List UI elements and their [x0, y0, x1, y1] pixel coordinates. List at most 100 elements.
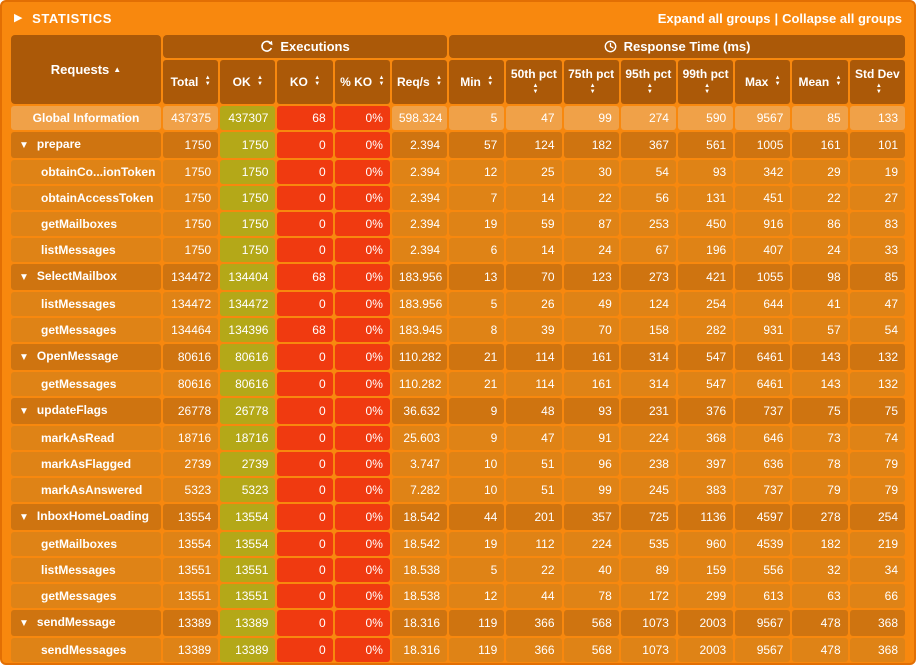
- sort-icon[interactable]: ▲ ▼: [257, 75, 263, 88]
- request-name-cell[interactable]: obtainCo...ionToken: [11, 160, 161, 184]
- request-name[interactable]: InboxHomeLoading: [36, 509, 149, 523]
- request-name-cell[interactable]: getMessages: [11, 318, 161, 342]
- request-name-cell[interactable]: listMessages: [11, 292, 161, 316]
- group-expanded-icon[interactable]: ▼: [19, 512, 29, 523]
- column-header-p50[interactable]: 50th pct ▲ ▼: [506, 60, 562, 104]
- request-name[interactable]: getMailboxes: [41, 537, 118, 551]
- request-name-cell[interactable]: getMessages: [11, 372, 161, 396]
- sort-icon[interactable]: ▲ ▼: [487, 75, 494, 88]
- group-expanded-icon[interactable]: ▼: [19, 406, 29, 417]
- request-name-cell[interactable]: ▼ SelectMailbox: [11, 264, 161, 290]
- cell-p99: 368: [677, 426, 734, 450]
- request-name[interactable]: getMailboxes: [41, 217, 118, 231]
- request-name[interactable]: markAsRead: [41, 431, 115, 445]
- cell-p95: 1073: [620, 610, 676, 636]
- cell-mean: 161: [792, 132, 848, 158]
- column-header-reqs[interactable]: Req/s ▲ ▼: [391, 60, 448, 104]
- collapse-all-groups-link[interactable]: Collapse all groups: [782, 11, 902, 26]
- statistics-toggle-icon[interactable]: ▶: [14, 12, 24, 24]
- request-name[interactable]: sendMessages: [41, 643, 127, 657]
- cell-min: 9: [449, 426, 505, 450]
- request-name-cell: Global Information: [11, 106, 161, 130]
- cell-max: 916: [735, 212, 791, 236]
- sort-icon[interactable]: ▲ ▼: [875, 82, 882, 95]
- sort-icon[interactable]: ▲ ▼: [436, 75, 442, 88]
- request-name[interactable]: updateFlags: [36, 403, 108, 417]
- request-name-cell[interactable]: getMessages: [11, 584, 161, 608]
- request-name[interactable]: sendMessage: [36, 615, 116, 629]
- request-name-cell[interactable]: ▼ InboxHomeLoading: [11, 504, 161, 530]
- request-name[interactable]: prepare: [36, 137, 81, 151]
- request-name-cell[interactable]: markAsFlagged: [11, 452, 161, 476]
- cell-ko_pct: 0%: [334, 238, 390, 262]
- cell-mean: 24: [792, 238, 848, 262]
- request-name-cell[interactable]: listMessages: [11, 558, 161, 582]
- cell-mean: 143: [792, 344, 848, 370]
- cell-ko: 0: [277, 292, 333, 316]
- request-name-cell[interactable]: listMessages: [11, 238, 161, 262]
- request-name-cell[interactable]: ▼ sendMessage: [11, 610, 161, 636]
- request-name[interactable]: listMessages: [41, 243, 116, 257]
- sort-icon[interactable]: ▲ ▼: [378, 75, 385, 88]
- cell-p99: 2003: [677, 610, 734, 636]
- request-name-cell[interactable]: markAsRead: [11, 426, 161, 450]
- column-header-ko_pct[interactable]: % KO ▲ ▼: [334, 60, 390, 104]
- request-name-cell[interactable]: obtainAccessToken: [11, 186, 161, 210]
- request-name-cell[interactable]: getMailboxes: [11, 532, 161, 556]
- request-name[interactable]: obtainCo...ionToken: [41, 165, 156, 179]
- group-expanded-icon[interactable]: ▼: [19, 352, 29, 363]
- column-header-stddev[interactable]: Std Dev ▲ ▼: [849, 60, 905, 104]
- cell-ko_pct: 0%: [334, 426, 390, 450]
- request-name[interactable]: getMessages: [41, 589, 117, 603]
- group-expanded-icon[interactable]: ▼: [19, 140, 29, 151]
- request-name[interactable]: SelectMailbox: [36, 269, 117, 283]
- sort-icon[interactable]: ▲ ▼: [835, 75, 842, 88]
- request-name[interactable]: getMessages: [41, 323, 117, 337]
- sort-icon[interactable]: ▲ ▼: [704, 82, 711, 95]
- group-headers-row: Requests ▲ Executions: [11, 35, 905, 104]
- sort-icon[interactable]: ▲ ▼: [646, 82, 653, 95]
- request-row: sendMessages 13389 13389 0 0% 18.316 119 366 568…: [11, 638, 905, 662]
- cell-min: 12: [449, 160, 505, 184]
- request-name-cell[interactable]: ▼ prepare: [11, 132, 161, 158]
- executions-header: Executions: [163, 35, 448, 58]
- cell-p95: 54: [620, 160, 676, 184]
- column-header-p99[interactable]: 99th pct ▲ ▼: [677, 60, 734, 104]
- request-name[interactable]: listMessages: [41, 297, 116, 311]
- group-expanded-icon[interactable]: ▼: [19, 618, 29, 629]
- column-header-mean[interactable]: Mean ▲ ▼: [792, 60, 848, 104]
- request-name-cell[interactable]: ▼ OpenMessage: [11, 344, 161, 370]
- column-header-p95[interactable]: 95th pct ▲ ▼: [620, 60, 676, 104]
- request-name[interactable]: markAsAnswered: [41, 483, 143, 497]
- column-header-total[interactable]: Total ▲ ▼: [163, 60, 219, 104]
- column-header-max[interactable]: Max ▲ ▼: [735, 60, 791, 104]
- request-name[interactable]: listMessages: [41, 563, 116, 577]
- column-header-requests[interactable]: Requests ▲: [11, 35, 161, 104]
- sort-icon[interactable]: ▲ ▼: [532, 82, 539, 95]
- request-name-cell[interactable]: getMailboxes: [11, 212, 161, 236]
- sort-icon[interactable]: ▲ ▼: [314, 75, 321, 88]
- cell-p75: 70: [563, 318, 619, 342]
- cell-min: 5: [449, 106, 505, 130]
- request-name[interactable]: OpenMessage: [36, 349, 119, 363]
- column-label: Min: [460, 74, 481, 89]
- column-header-p75[interactable]: 75th pct ▲ ▼: [563, 60, 619, 104]
- request-name-cell[interactable]: sendMessages: [11, 638, 161, 662]
- sort-icon[interactable]: ▲ ▼: [589, 82, 596, 95]
- cell-mean: 79: [792, 478, 848, 502]
- column-header-min[interactable]: Min ▲ ▼: [449, 60, 505, 104]
- request-name[interactable]: markAsFlagged: [41, 457, 132, 471]
- column-header-ok[interactable]: OK ▲ ▼: [220, 60, 276, 104]
- request-name[interactable]: obtainAccessToken: [41, 191, 154, 205]
- column-header-ko[interactable]: KO ▲ ▼: [277, 60, 333, 104]
- cell-p75: 30: [563, 160, 619, 184]
- group-expanded-icon[interactable]: ▼: [19, 272, 29, 283]
- request-name-cell[interactable]: ▼ updateFlags: [11, 398, 161, 424]
- cell-total: 13554: [163, 504, 219, 530]
- request-row: getMessages 13551 13551 0 0% 18.538 12 44 78 172 2…: [11, 584, 905, 608]
- expand-all-groups-link[interactable]: Expand all groups: [657, 11, 771, 26]
- request-name[interactable]: getMessages: [41, 377, 117, 391]
- request-name-cell[interactable]: markAsAnswered: [11, 478, 161, 502]
- sort-icon[interactable]: ▲ ▼: [204, 75, 211, 88]
- sort-icon[interactable]: ▲ ▼: [774, 75, 781, 88]
